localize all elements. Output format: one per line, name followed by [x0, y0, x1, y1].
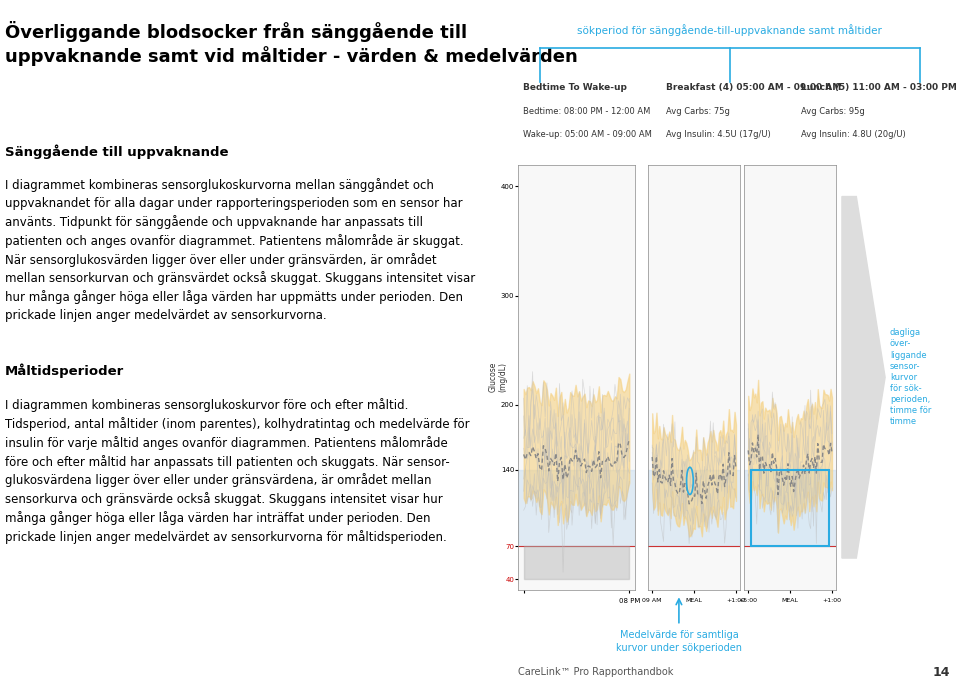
Bar — [648, 470, 740, 546]
Y-axis label: Glucose
(mg/dL): Glucose (mg/dL) — [489, 362, 508, 392]
Bar — [744, 470, 836, 546]
Text: Medelvärde för samtliga
kurvor under sökperioden: Medelvärde för samtliga kurvor under sök… — [616, 630, 742, 653]
Text: I diagrammen kombineras sensorglukoskurvor före och efter måltid.
Tidsperiod, an: I diagrammen kombineras sensorglukoskurv… — [5, 398, 469, 544]
Text: Bedtime: 08:00 PM - 12:00 AM: Bedtime: 08:00 PM - 12:00 AM — [522, 107, 650, 116]
Text: I diagrammet kombineras sensorglukoskurvorna mellan sänggåndet och
uppvaknandet : I diagrammet kombineras sensorglukoskurv… — [5, 178, 475, 322]
Text: CareLink™ Pro Rapporthandbok: CareLink™ Pro Rapporthandbok — [518, 667, 674, 677]
Bar — [518, 470, 635, 546]
Text: Avg Insulin: 4.8U (20g/U): Avg Insulin: 4.8U (20g/U) — [802, 130, 906, 139]
Text: Avg Carbs: 95g: Avg Carbs: 95g — [802, 107, 865, 116]
Text: Wake-up: 05:00 AM - 09:00 AM: Wake-up: 05:00 AM - 09:00 AM — [522, 130, 652, 139]
FancyArrow shape — [842, 196, 885, 558]
Text: 14: 14 — [933, 666, 950, 678]
Text: Lunch (5) 11:00 AM - 03:00 PM: Lunch (5) 11:00 AM - 03:00 PM — [802, 83, 957, 92]
Text: Sänggående till uppvaknande: Sänggående till uppvaknande — [5, 144, 228, 158]
Text: dagliga
över-
liggande
sensor-
kurvor
för sök-
perioden,
timme för
timme: dagliga över- liggande sensor- kurvor fö… — [890, 329, 931, 426]
Text: Bedtime To Wake-up: Bedtime To Wake-up — [522, 83, 627, 92]
Text: Måltidsperioder: Måltidsperioder — [5, 364, 125, 378]
Text: sökperiod för sänggående-till-uppvaknande samt måltider: sökperiod för sänggående-till-uppvaknand… — [577, 24, 882, 36]
Bar — [751, 470, 829, 546]
Text: Avg Carbs: 75g: Avg Carbs: 75g — [666, 107, 731, 116]
Text: Överliggande blodsocker från sänggående till
uppvaknande samt vid måltider - vär: Överliggande blodsocker från sänggående … — [5, 21, 578, 67]
Text: Breakfast (4) 05:00 AM - 09:00 AM: Breakfast (4) 05:00 AM - 09:00 AM — [666, 83, 842, 92]
Text: Avg Insulin: 4.5U (17g/U): Avg Insulin: 4.5U (17g/U) — [666, 130, 771, 139]
